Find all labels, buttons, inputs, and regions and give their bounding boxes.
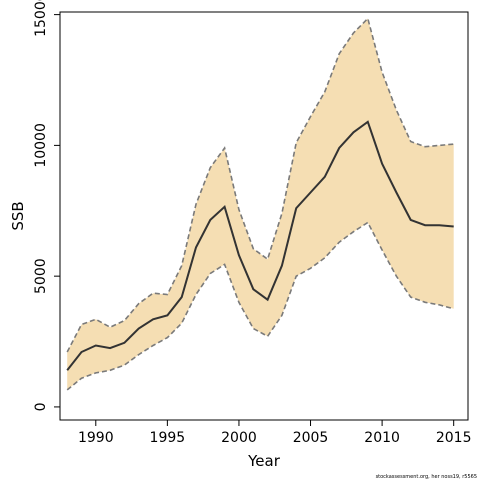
credit-text: stockassessment.org, her noss19, r5565 bbox=[376, 474, 477, 480]
ssb-estimate-line bbox=[66, 120, 454, 371]
y-tick-label: 0 bbox=[33, 402, 49, 411]
y-axis-title: SSB bbox=[9, 201, 27, 230]
x-tick-label: 1990 bbox=[78, 430, 114, 446]
y-axis: 0 5000 10000 15000 bbox=[33, 0, 60, 411]
y-tick-label: 5000 bbox=[33, 258, 49, 294]
confidence-band bbox=[67, 18, 454, 390]
plot-frame bbox=[59, 11, 469, 421]
x-tick-label: 1995 bbox=[150, 430, 186, 446]
x-tick-label: 2010 bbox=[364, 430, 400, 446]
y-tick-label: 10000 bbox=[33, 123, 49, 168]
x-tick-label: 2015 bbox=[436, 430, 472, 446]
x-axis-title: Year bbox=[247, 452, 281, 470]
x-tick-label: 2005 bbox=[293, 430, 329, 446]
y-tick-label: 15000 bbox=[33, 0, 49, 37]
x-axis: 1990 1995 2000 2005 2010 2015 bbox=[78, 420, 472, 446]
upper-bound-line bbox=[66, 16, 454, 353]
lower-bound-line bbox=[66, 221, 454, 391]
x-tick-label: 2000 bbox=[221, 430, 257, 446]
